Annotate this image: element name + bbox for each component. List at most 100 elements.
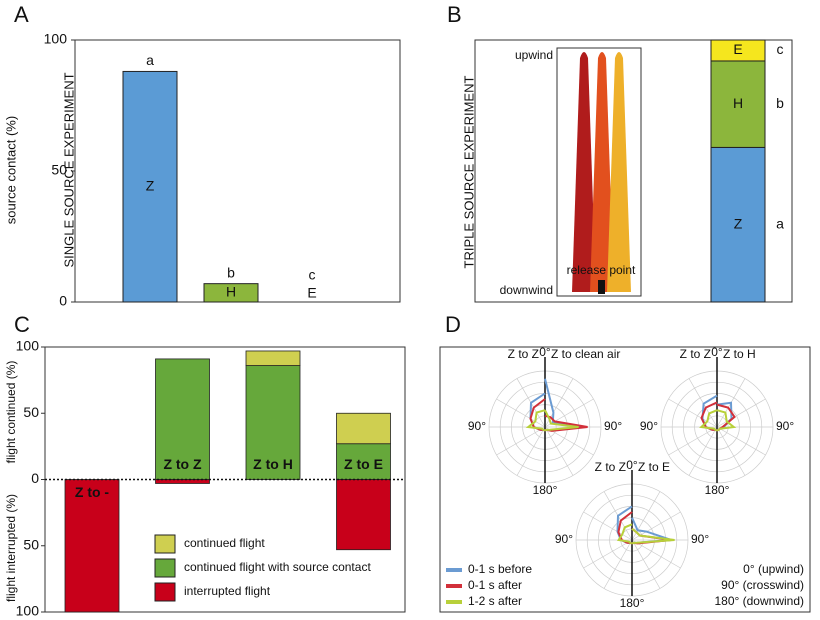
- polar-spoke: [688, 378, 718, 428]
- side-label: TRIPLE SOURCE EXPERIMENT: [461, 76, 476, 269]
- note: 180° (downwind): [714, 594, 804, 608]
- half-label: Z to E: [638, 460, 670, 474]
- polar-line: [631, 528, 675, 545]
- half-label: Z to clean air: [551, 347, 620, 361]
- angle-label: 180°: [705, 483, 730, 497]
- bar-label: Z to Z: [163, 456, 202, 472]
- y-tick-label: 50: [23, 404, 39, 420]
- polar-line: [716, 409, 737, 432]
- bar-label: Z: [146, 177, 155, 193]
- polar-spoke: [496, 426, 546, 456]
- significance-letter: b: [776, 95, 784, 111]
- y-tick-label: 50: [23, 536, 39, 552]
- y-axis-label: flight continued (%): [4, 361, 18, 464]
- diagram-label: downwind: [500, 283, 553, 297]
- polar-spoke: [583, 511, 633, 541]
- polar-spoke: [631, 539, 681, 569]
- y-tick-label: 0: [31, 470, 39, 486]
- bar-segment: [245, 350, 301, 366]
- legend-label: continued flight: [184, 536, 265, 550]
- polar-spoke: [603, 539, 633, 589]
- legend-swatch: [154, 558, 176, 578]
- polar-line: [525, 409, 546, 432]
- legend-label: 0-1 s before: [468, 562, 532, 576]
- bar-label: Z to -: [75, 484, 110, 500]
- polar-line: [616, 523, 633, 545]
- polar-spoke: [544, 426, 574, 476]
- y-tick-label: 100: [16, 338, 40, 354]
- polar-line: [544, 409, 579, 432]
- significance-letter: b: [227, 264, 235, 280]
- bar-segment: [336, 412, 391, 445]
- polar-spoke: [668, 426, 718, 456]
- legend-label: 0-1 s after: [468, 578, 522, 592]
- angle-label: 90°: [555, 532, 573, 546]
- legend-swatch: [154, 534, 176, 554]
- polar-spoke: [716, 426, 746, 476]
- release-marker: [598, 280, 605, 294]
- plume: [607, 52, 631, 292]
- y-tick-label: 0: [59, 293, 67, 309]
- angle-label: 180°: [533, 483, 558, 497]
- bar-segment: [336, 443, 391, 480]
- half-label: Z to Z: [508, 347, 539, 361]
- angle-label: 0°: [626, 458, 638, 472]
- polar-spoke: [496, 398, 546, 428]
- angle-label: 90°: [776, 419, 794, 433]
- bar: [122, 70, 178, 303]
- polar-spoke: [583, 539, 633, 569]
- angle-label: 90°: [468, 419, 486, 433]
- note: 0° (upwind): [743, 562, 804, 576]
- bar-label: Z to H: [253, 456, 293, 472]
- angle-label: 0°: [711, 345, 723, 359]
- diagram-frame: [556, 47, 642, 297]
- significance-letter: a: [146, 52, 154, 68]
- y-tick-label: 100: [44, 31, 68, 47]
- legend-label: interrupted flight: [184, 584, 271, 598]
- panel-letter: D: [445, 312, 461, 337]
- plot-frame: [474, 39, 793, 303]
- polar-spoke: [716, 426, 766, 456]
- half-label: Z to Z: [680, 347, 711, 361]
- note: 90° (crosswind): [721, 578, 804, 592]
- side-label: SINGLE SOURCE EXPERIMENT: [61, 72, 76, 267]
- legend-swatch: [154, 582, 176, 602]
- significance-letter: a: [776, 215, 784, 231]
- plume: [590, 52, 614, 292]
- segment-label: H: [733, 95, 743, 111]
- y-axis-label: source contact (%): [3, 116, 18, 224]
- y-tick-label: 50: [51, 162, 67, 178]
- diagram-label: release point: [567, 263, 636, 277]
- panel-letter: A: [14, 2, 29, 27]
- bar-segment: [710, 39, 766, 62]
- y-tick-label: 100: [16, 603, 40, 619]
- half-label: Z to H: [723, 347, 756, 361]
- polar-line: [699, 409, 718, 432]
- polar-spoke: [688, 426, 718, 476]
- y-axis-label: flight interrupted (%): [4, 494, 18, 602]
- bar-segment: [336, 479, 391, 551]
- legend-label: 1-2 s after: [468, 594, 522, 608]
- segment-label: E: [733, 41, 742, 57]
- angle-label: 90°: [604, 419, 622, 433]
- bar-label: E: [307, 285, 316, 301]
- bar-segment: [155, 358, 210, 480]
- polar-spoke: [668, 398, 718, 428]
- panel-letter: C: [14, 312, 30, 337]
- significance-letter: c: [309, 267, 316, 283]
- bar-segment: [64, 479, 120, 613]
- bar-label: Z to E: [344, 456, 383, 472]
- polar-spoke: [516, 426, 546, 476]
- angle-label: 0°: [539, 345, 551, 359]
- angle-label: 90°: [691, 532, 709, 546]
- significance-letter: c: [777, 41, 784, 57]
- legend-label: continued flight with source contact: [184, 560, 371, 574]
- plot-frame: [439, 346, 811, 613]
- angle-label: 90°: [640, 419, 658, 433]
- bar-label: H: [226, 284, 236, 300]
- segment-label: Z: [734, 215, 743, 231]
- plume: [572, 52, 596, 292]
- angle-label: 180°: [620, 596, 645, 610]
- polar-spoke: [716, 398, 766, 428]
